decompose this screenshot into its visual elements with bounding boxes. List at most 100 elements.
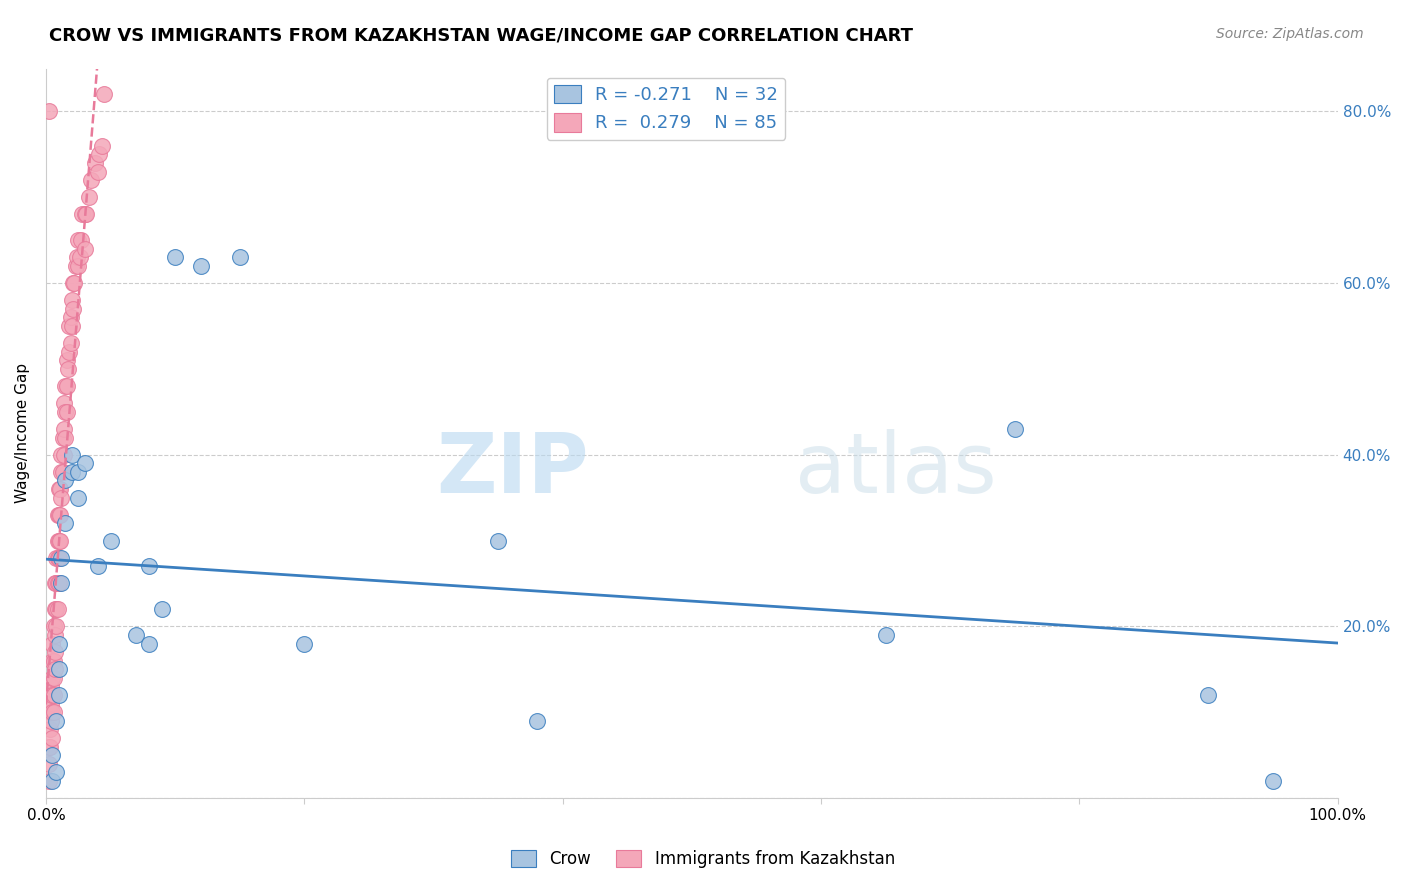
- Point: [53, 474, 76, 488]
- Point: [41, 636, 63, 650]
- Point: [60, 465, 83, 479]
- Point: [38, 739, 60, 754]
- Point: [45, 765, 67, 780]
- Point: [51, 491, 73, 505]
- Point: [67, 465, 90, 479]
- Point: [80, 173, 103, 187]
- Point: [60, 293, 83, 308]
- Point: [38, 104, 60, 119]
- Text: ZIP: ZIP: [436, 429, 589, 510]
- Point: [486, 533, 509, 548]
- Point: [59, 336, 82, 351]
- Point: [42, 688, 65, 702]
- Point: [90, 138, 112, 153]
- Point: [53, 422, 76, 436]
- Point: [165, 251, 187, 265]
- Point: [1198, 688, 1220, 702]
- Point: [45, 550, 67, 565]
- Point: [44, 602, 66, 616]
- Point: [51, 576, 73, 591]
- Point: [138, 559, 160, 574]
- Point: [53, 379, 76, 393]
- Point: [39, 697, 62, 711]
- Point: [1261, 773, 1284, 788]
- Text: CROW VS IMMIGRANTS FROM KAZAKHSTAN WAGE/INCOME GAP CORRELATION CHART: CROW VS IMMIGRANTS FROM KAZAKHSTAN WAGE/…: [49, 27, 914, 45]
- Point: [62, 276, 84, 290]
- Point: [69, 251, 91, 265]
- Point: [52, 431, 75, 445]
- Point: [93, 87, 115, 102]
- Legend: Crow, Immigrants from Kazakhstan: Crow, Immigrants from Kazakhstan: [505, 843, 901, 875]
- Point: [63, 276, 86, 290]
- Point: [41, 731, 63, 745]
- Point: [77, 190, 100, 204]
- Point: [66, 251, 89, 265]
- Point: [70, 207, 93, 221]
- Point: [49, 482, 72, 496]
- Point: [48, 688, 70, 702]
- Point: [73, 207, 96, 221]
- Point: [100, 533, 122, 548]
- Point: [56, 362, 79, 376]
- Point: [38, 723, 60, 737]
- Point: [44, 628, 66, 642]
- Point: [38, 688, 60, 702]
- Point: [49, 533, 72, 548]
- Point: [55, 379, 77, 393]
- Text: atlas: atlas: [796, 429, 997, 510]
- Point: [1004, 422, 1026, 436]
- Point: [67, 259, 90, 273]
- Point: [46, 533, 69, 548]
- Point: [59, 310, 82, 325]
- Point: [46, 576, 69, 591]
- Point: [875, 628, 897, 642]
- Point: [84, 156, 107, 170]
- Point: [44, 576, 66, 591]
- Point: [48, 576, 70, 591]
- Point: [41, 748, 63, 763]
- Point: [87, 147, 110, 161]
- Point: [38, 773, 60, 788]
- Point: [51, 550, 73, 565]
- Point: [38, 756, 60, 771]
- Point: [65, 259, 87, 273]
- Point: [52, 465, 75, 479]
- Point: [48, 508, 70, 522]
- Point: [53, 405, 76, 419]
- Point: [190, 259, 212, 273]
- Point: [48, 636, 70, 650]
- Point: [67, 491, 90, 505]
- Point: [73, 456, 96, 470]
- Point: [60, 318, 83, 333]
- Point: [67, 233, 90, 247]
- Point: [45, 619, 67, 633]
- Point: [53, 396, 76, 410]
- Point: [48, 550, 70, 565]
- Point: [42, 705, 65, 719]
- Point: [150, 602, 173, 616]
- Point: [46, 602, 69, 616]
- Point: [55, 353, 77, 368]
- Point: [53, 431, 76, 445]
- Point: [51, 465, 73, 479]
- Legend: R = -0.271    N = 32, R =  0.279    N = 85: R = -0.271 N = 32, R = 0.279 N = 85: [547, 78, 786, 140]
- Point: [42, 654, 65, 668]
- Point: [49, 508, 72, 522]
- Point: [41, 654, 63, 668]
- Point: [292, 636, 315, 650]
- Point: [125, 628, 148, 642]
- Point: [44, 662, 66, 676]
- Point: [44, 645, 66, 659]
- Point: [39, 714, 62, 728]
- Point: [51, 448, 73, 462]
- Point: [75, 207, 97, 221]
- Point: [62, 301, 84, 316]
- Point: [228, 251, 250, 265]
- Point: [42, 671, 65, 685]
- Point: [41, 705, 63, 719]
- Point: [46, 550, 69, 565]
- Point: [58, 344, 80, 359]
- Point: [45, 576, 67, 591]
- Point: [46, 508, 69, 522]
- Point: [53, 516, 76, 531]
